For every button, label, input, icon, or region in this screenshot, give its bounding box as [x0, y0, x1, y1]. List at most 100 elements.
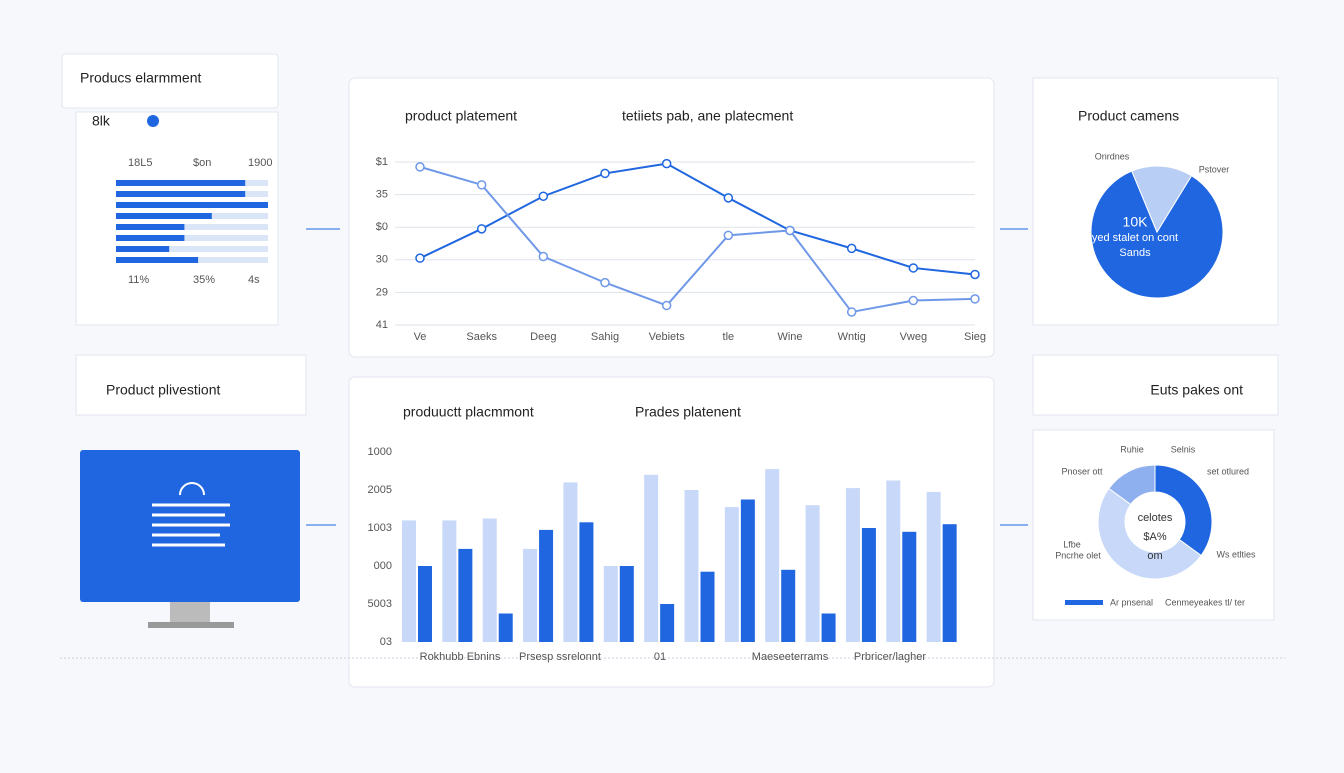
- bar: [926, 491, 941, 642]
- bar: [902, 531, 917, 642]
- point: [908, 295, 919, 306]
- x-tick-label: tle: [723, 331, 735, 343]
- point: [538, 251, 549, 262]
- x-tick-label: Sieg: [964, 331, 986, 343]
- x-tick-label: Ve: [414, 331, 427, 343]
- x-tick-label: Maeseeterrams: [752, 651, 829, 663]
- point: [600, 168, 610, 179]
- slice-label: Pstover: [1199, 164, 1230, 174]
- bar: [886, 480, 901, 642]
- bar: [418, 566, 432, 642]
- card: [348, 376, 995, 688]
- slice-label: Lfbe: [1063, 539, 1081, 549]
- card: [1032, 429, 1275, 621]
- donut-slice: [1097, 487, 1202, 579]
- bar: [402, 520, 416, 642]
- legend: Prades platenent: [635, 404, 741, 420]
- donut-slice: [1108, 464, 1156, 506]
- monitor-stand: [170, 602, 210, 622]
- center-label: $A%: [1143, 531, 1166, 543]
- legend-label: Ar pnsenal: [1110, 597, 1153, 607]
- bar: [116, 191, 246, 197]
- bar: [644, 474, 659, 642]
- card: [75, 354, 307, 416]
- y-tick-label: 000: [374, 560, 392, 572]
- pie-slice: [1090, 170, 1224, 299]
- y-tick-label: 29: [376, 286, 388, 298]
- legend-label: 11%: [128, 274, 149, 286]
- title: Producs elarmment: [80, 70, 201, 86]
- bar: [563, 482, 578, 642]
- y-tick-label: $0: [376, 221, 388, 233]
- x-tick-label: Sahig: [591, 331, 619, 343]
- slice-label: Pncrhe olet: [1055, 550, 1101, 560]
- donut-slice: [1154, 464, 1213, 557]
- bar: [700, 571, 715, 642]
- card: [61, 53, 279, 109]
- slice-label: Pnoser ott: [1061, 466, 1103, 476]
- bar: [660, 604, 675, 642]
- y-tick-label: 30: [376, 254, 388, 266]
- center-label: yed stalet on cont: [1092, 232, 1178, 244]
- legend-label: 4s: [248, 274, 260, 286]
- point: [908, 263, 919, 273]
- bar: [498, 613, 513, 642]
- bar: [539, 529, 554, 642]
- point: [970, 269, 980, 280]
- slice-label: set otlured: [1207, 466, 1249, 476]
- point: [723, 230, 734, 241]
- point: [661, 158, 672, 169]
- x-tick-label: Deeg: [530, 331, 556, 343]
- legend-swatch: [1065, 600, 1103, 605]
- bar: [684, 490, 699, 642]
- slice-label: Ws etlties: [1216, 549, 1256, 559]
- bar: [116, 180, 246, 186]
- arrows: [306, 228, 1028, 526]
- bar: [116, 224, 185, 230]
- y-tick-label: $1: [376, 156, 388, 168]
- y-tick-label: 41: [376, 319, 388, 331]
- bar-track: [116, 246, 268, 252]
- title: Product camens: [1078, 108, 1179, 124]
- legend-label: $on: [193, 157, 211, 169]
- line: [419, 165, 976, 314]
- bar: [603, 566, 618, 642]
- legend-label: Cenmeyeakes tl/ ter: [1165, 597, 1245, 607]
- slice-label: Ruhie: [1120, 444, 1144, 454]
- legend-label: 35%: [193, 274, 215, 286]
- bar: [523, 548, 538, 642]
- bar: [116, 246, 170, 252]
- point: [970, 294, 980, 304]
- point: [415, 253, 425, 263]
- line: [419, 162, 976, 276]
- center-label: Sands: [1119, 247, 1151, 259]
- legend-label: 18L5: [128, 157, 152, 169]
- title: produuctt placmmont: [403, 404, 534, 420]
- bar: [116, 213, 212, 219]
- bar: [781, 569, 796, 642]
- bar: [861, 528, 876, 642]
- slice-label: Selnis: [1171, 444, 1196, 454]
- x-tick-label: Wntig: [838, 331, 866, 343]
- point: [476, 180, 487, 190]
- point: [415, 162, 425, 172]
- bar: [579, 522, 594, 642]
- point: [846, 307, 857, 317]
- x-tick-label: Prbricer/lagher: [854, 651, 926, 663]
- bar: [458, 548, 473, 642]
- x-tick-label: Vebiets: [649, 331, 686, 343]
- bar: [116, 202, 268, 208]
- x-tick-label: Rokhubb Ebnins: [420, 651, 501, 663]
- title: Product plivestiont: [106, 382, 221, 398]
- x-tick-label: Vweg: [900, 331, 928, 343]
- bar: [942, 524, 957, 642]
- bar: [821, 613, 836, 642]
- point: [600, 277, 610, 288]
- pie-slice: [1131, 165, 1193, 234]
- stat: 8lk: [92, 113, 111, 129]
- monitor-base: [148, 622, 234, 628]
- title: Euts pakes ont: [1150, 382, 1243, 398]
- x-tick-label: Saeks: [466, 331, 497, 343]
- bar: [116, 257, 199, 263]
